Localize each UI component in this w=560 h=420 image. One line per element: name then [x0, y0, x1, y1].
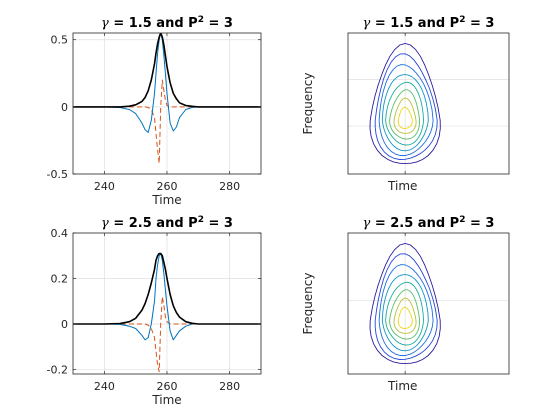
title-text-end: = 3 [465, 16, 494, 31]
x-axis-label: Time [151, 393, 181, 407]
x-tick-label: 260 [157, 380, 178, 393]
y-tick-label: -0.2 [47, 363, 68, 376]
y-axis-label: Frequency [301, 73, 315, 135]
contour-level-5 [385, 81, 425, 146]
line-chart-3: 240 260 280 -0.2 0 0.2 0.4 Time γ = 2.5 and P2 =… [47, 215, 262, 407]
line-chart-1: 240 260 280 -0.5 0 0.5 Time γ = 1.5 and P2 = 3 [47, 15, 262, 207]
y-tick-label: 0.2 [51, 272, 69, 285]
contour-level-6 [389, 289, 421, 340]
title-gamma: γ [363, 216, 371, 231]
title-gamma: γ [363, 16, 371, 31]
title-superscript: 2 [459, 215, 465, 225]
contour-level-1 [369, 243, 441, 365]
y-tick-label: 0.4 [51, 227, 69, 240]
axes-frame [347, 232, 510, 375]
title-text: = 1.5 and P [109, 16, 198, 31]
contour-chart-2: Time Frequency γ = 1.5 and P2 = 3 [301, 15, 510, 193]
contour-level-2 [374, 53, 438, 160]
title-superscript: 2 [198, 15, 204, 25]
x-tick-label: 280 [219, 180, 240, 193]
x-tick-label: 260 [157, 180, 178, 193]
y-axis-label: Frequency [301, 273, 315, 335]
title-superscript: 2 [198, 215, 204, 225]
series-line-1 [73, 33, 261, 108]
contour-level-7 [393, 97, 417, 134]
contour-level-3 [378, 264, 434, 356]
contour-level-8 [397, 306, 413, 329]
series-line-3 [73, 296, 261, 373]
title-text-end: = 3 [204, 16, 233, 31]
contour-level-6 [389, 89, 421, 140]
contour-level-1 [369, 43, 441, 165]
chart-title: γ = 1.5 and P2 = 3 [363, 15, 495, 31]
axes-frame [347, 32, 510, 175]
x-axis-label: Time [387, 379, 417, 393]
x-tick-label: 280 [219, 380, 240, 393]
series-line-3 [73, 79, 261, 164]
y-tick-label: -0.5 [47, 168, 68, 181]
y-tick-label: 0 [61, 318, 68, 331]
series-line-1 [73, 252, 261, 325]
contour-level-3 [378, 64, 434, 156]
title-gamma: γ [101, 16, 109, 31]
x-tick-label: 240 [94, 180, 115, 193]
contour-level-8 [397, 106, 413, 129]
contour-level-7 [393, 297, 417, 334]
title-text: = 2.5 and P [370, 216, 459, 231]
series-line-2 [73, 33, 261, 133]
title-text-end: = 3 [465, 216, 494, 231]
chart-title: γ = 2.5 and P2 = 3 [363, 215, 495, 231]
title-text: = 2.5 and P [109, 216, 198, 231]
y-tick-label: 0 [61, 101, 68, 114]
title-text-end: = 3 [204, 216, 233, 231]
contour-level-5 [385, 281, 425, 346]
title-superscript: 2 [459, 15, 465, 25]
contour-level-4 [381, 74, 429, 152]
x-axis-label: Time [151, 193, 181, 207]
chart-title: γ = 1.5 and P2 = 3 [101, 15, 233, 31]
x-axis-label: Time [387, 179, 417, 193]
contour-level-2 [374, 253, 438, 360]
y-tick-label: 0.5 [51, 34, 69, 47]
x-tick-label: 240 [94, 380, 115, 393]
contour-chart-4: Time Frequency γ = 2.5 and P2 = 3 [301, 215, 510, 393]
title-gamma: γ [101, 216, 109, 231]
title-text: = 1.5 and P [370, 16, 459, 31]
chart-title: γ = 2.5 and P2 = 3 [101, 215, 233, 231]
contour-level-4 [381, 274, 429, 352]
